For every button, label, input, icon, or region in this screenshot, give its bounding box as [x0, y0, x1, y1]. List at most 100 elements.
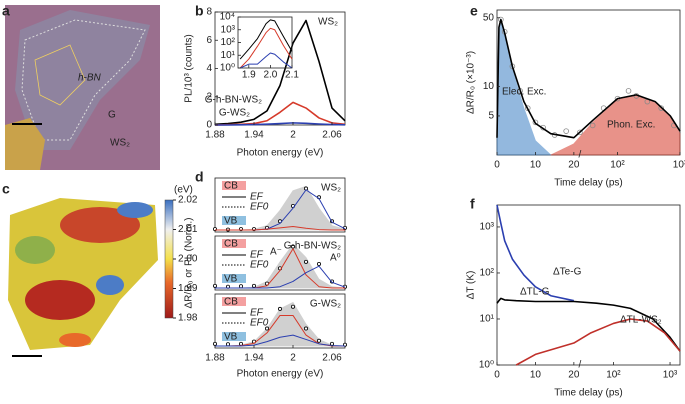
panel-label: e [470, 3, 478, 19]
y-axis-label: ΔR/R₀ (×10⁻³) [466, 51, 477, 114]
colorbar-tick-label: 1.98 [178, 313, 198, 324]
plot-frame [214, 177, 346, 233]
band-vb [222, 274, 246, 283]
subplot-label: WS₂ [321, 183, 341, 194]
x-tick-label: 1.9 [242, 70, 256, 81]
band-vb [222, 332, 246, 341]
band-cb [222, 297, 246, 306]
data-point [303, 259, 308, 264]
line [215, 265, 346, 289]
panel-label: f [470, 196, 475, 212]
data-point [264, 326, 269, 331]
data-point [563, 128, 569, 134]
data-point [238, 284, 243, 289]
band-label: VB [224, 332, 238, 343]
panel-label: d [195, 169, 204, 185]
band-label: EF0 [250, 260, 269, 271]
data-point [316, 261, 321, 266]
x-tick-label: 1.88 [205, 130, 225, 141]
x-tick-label: 10 [530, 160, 542, 171]
x-tick-label: 10² [610, 160, 625, 171]
x-axis-label: Time delay (ps) [554, 178, 623, 189]
series-label: Elec. Exc. [502, 87, 546, 98]
x-tick-label: 2.0 [263, 70, 277, 81]
y-tick-label: 10¹ [480, 314, 495, 325]
data-point [625, 88, 632, 94]
x-tick-label: 2 [290, 130, 296, 141]
image-label: h-BN [78, 73, 102, 84]
y-axis-label: ΔT (K) [466, 271, 477, 300]
y-tick-label: 10² [480, 268, 495, 279]
image-label: WS₂ [110, 138, 130, 149]
data-point [303, 326, 308, 331]
colorbar-label: (eV) [174, 185, 193, 196]
line [239, 27, 293, 69]
x-tick-label: 0 [494, 370, 500, 381]
series-label: ΔTL-WS₂ [620, 315, 662, 326]
data-point [290, 304, 295, 309]
y-tick-label: 10¹ [221, 50, 236, 61]
data-point [251, 283, 256, 288]
data-point [277, 306, 282, 311]
band-label: EF [250, 250, 264, 261]
panel-label: a [2, 3, 10, 19]
x-tick-label: 10 [530, 370, 542, 381]
y-tick-label: 6 [206, 35, 212, 46]
y-axis-label: PL/10³ (counts) [184, 34, 195, 102]
band-label: CB [224, 297, 238, 308]
y-tick-label: 4 [206, 63, 212, 74]
band-label: EF [250, 308, 264, 319]
y-tick-label: 10⁰ [479, 360, 494, 371]
band-vb [222, 216, 246, 225]
panel-label: b [195, 3, 204, 19]
line [215, 334, 346, 347]
axis-break: / [578, 150, 581, 161]
y-tick-label: 10² [221, 37, 236, 48]
x-tick-label: 1.94 [244, 130, 264, 141]
plot-frame [214, 235, 346, 291]
x-tick-label: 10³ [663, 370, 678, 381]
series-label: WS₂ [318, 17, 338, 28]
colorbar-tick-label: 2.02 [178, 195, 198, 206]
line [496, 297, 681, 352]
x-axis-label: Photon energy (eV) [237, 148, 324, 159]
line [239, 19, 293, 60]
y-tick-label: 10³ [480, 222, 495, 233]
y-tick-label: 10³ [221, 24, 236, 35]
data-point [212, 283, 217, 288]
band-cb [222, 239, 246, 248]
band-label: EF0 [250, 202, 269, 213]
x-tick-label: 2.1 [285, 70, 299, 81]
y-axis-label: ΔR/R₀ or PL (Norm.) [184, 217, 195, 308]
band-label: VB [224, 274, 238, 285]
x-tick-label: 2.06 [322, 130, 342, 141]
x-tick-label: 10² [606, 370, 621, 381]
band-label: CB [224, 181, 238, 192]
band-label: EF [250, 192, 264, 203]
data-point [316, 338, 321, 343]
image-label: G [108, 110, 116, 121]
data-point [212, 341, 217, 346]
line [496, 18, 681, 139]
colorbar-tick-label: 1.99 [178, 283, 198, 294]
line [496, 204, 575, 302]
series-label: ΔTe-G [553, 267, 582, 278]
y-tick-label: 10⁴ [220, 12, 235, 23]
data-point [532, 119, 539, 126]
y-tick-label: 5 [488, 111, 494, 122]
subplot-label: G-WS₂ [310, 299, 341, 310]
x-tick-label: 20 [568, 160, 580, 171]
optical-image [5, 5, 160, 170]
data-point [577, 129, 583, 136]
x-tick-label: 2.06 [322, 353, 342, 364]
data-point [589, 122, 596, 129]
data-point [290, 244, 295, 249]
colorbar-tick-label: 2.01 [178, 224, 198, 235]
x-tick-label: 0 [494, 160, 500, 171]
x-tick-label: 20 [568, 370, 580, 381]
y-tick-label: 50 [483, 12, 495, 23]
panel-label: c [2, 181, 10, 197]
subplot-label: G-h-BN-WS₂ [284, 241, 341, 252]
band-cb [222, 181, 246, 190]
